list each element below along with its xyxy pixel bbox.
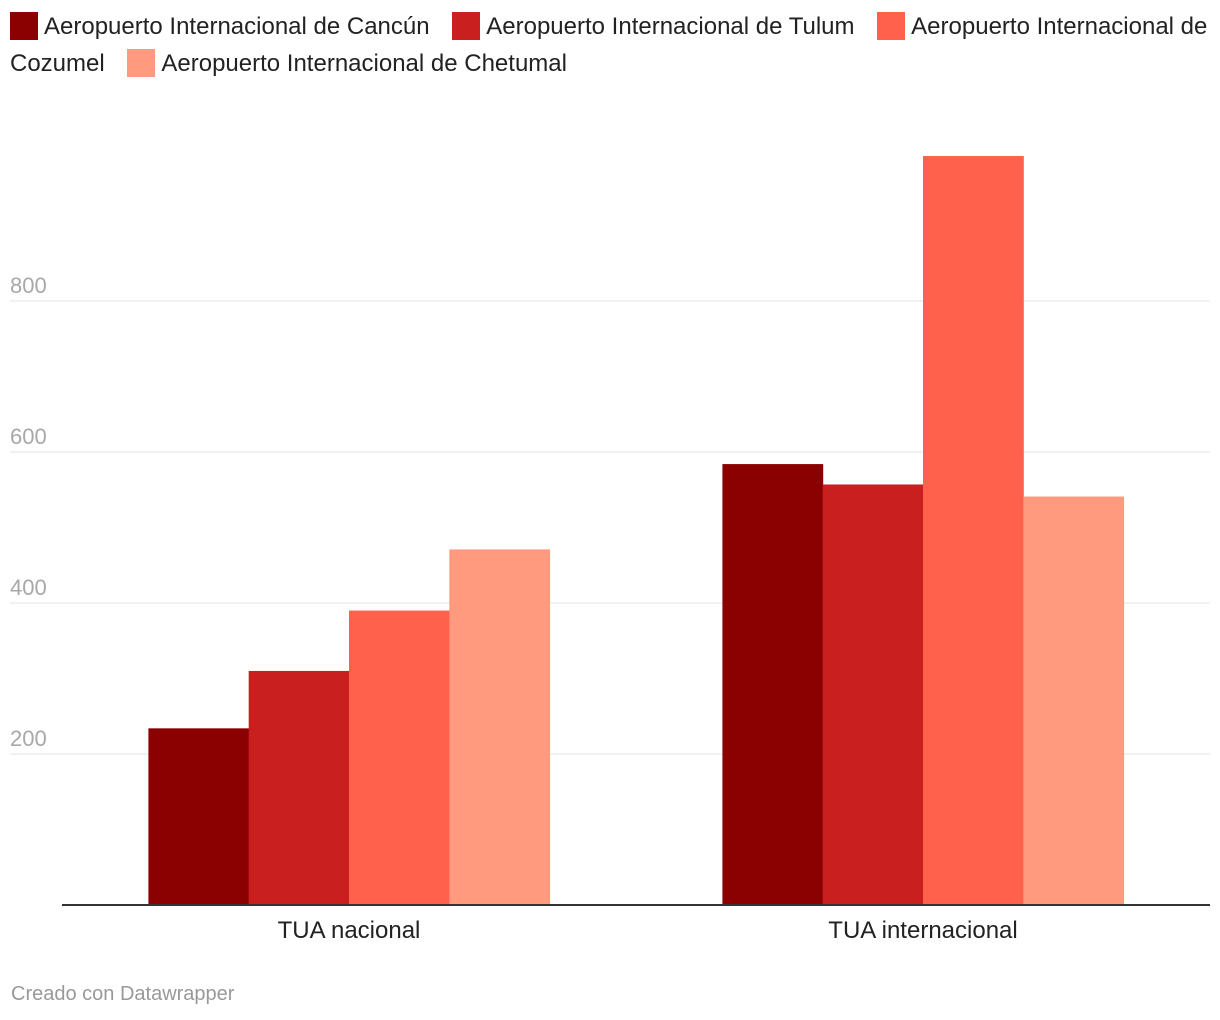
legend-item: Aeropuerto Internacional de Cancún [10, 12, 430, 40]
bar [822, 484, 924, 905]
legend-swatch [10, 12, 38, 40]
y-tick-label: 200 [10, 726, 47, 751]
footer-credit: Creado con Datawrapper [11, 983, 235, 1005]
bar [248, 670, 350, 905]
legend-label: Aeropuerto Internacional de Cozumel [10, 13, 1208, 77]
bar [349, 610, 450, 905]
bar [1023, 496, 1125, 905]
legend-item: Aeropuerto Internacional de Cozumel [10, 12, 1208, 77]
x-category-label: TUA nacional [278, 917, 421, 944]
bar [449, 549, 551, 905]
legend-swatch [452, 12, 481, 40]
bar [722, 464, 824, 905]
legend-item: Aeropuerto Internacional de Chetumal [127, 49, 567, 77]
legend-item: Aeropuerto Internacional de Tulum [452, 12, 855, 40]
y-tick-label: 800 [10, 273, 47, 298]
y-tick-label: 400 [10, 575, 47, 600]
legend-label: Aeropuerto Internacional de Chetumal [161, 50, 567, 77]
y-tick-label: 600 [10, 424, 47, 449]
legend-label: Aeropuerto Internacional de Tulum [486, 13, 855, 40]
chart-legend: Aeropuerto Internacional de Cancún Aerop… [10, 8, 1215, 82]
legend-swatch [127, 49, 156, 77]
legend-label: Aeropuerto Internacional de Cancún [44, 13, 430, 40]
legend-swatch [877, 12, 906, 40]
x-category-label: TUA internacional [828, 917, 1017, 944]
bar [148, 728, 250, 905]
bar [923, 156, 1024, 906]
